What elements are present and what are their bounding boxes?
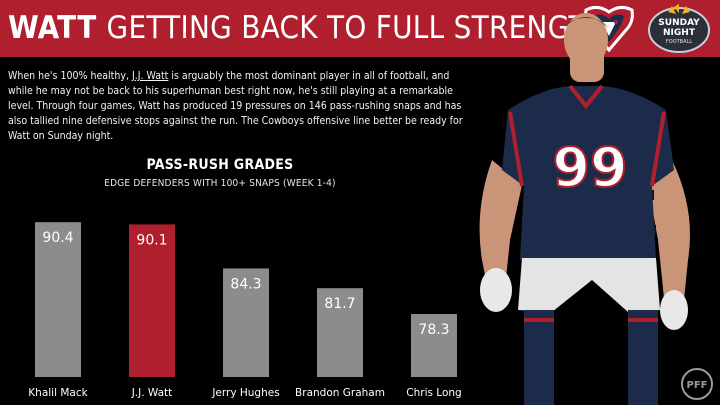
player-link[interactable]: J.J. Watt [131, 70, 169, 82]
bar-plot: 90.4 Khalil Mack 90.1 J.J. Watt 84.3 Jerry Hu… [28, 222, 462, 399]
pff-logo-icon: PFF [681, 368, 713, 400]
snf-text-3: FOOTBALL [666, 39, 692, 45]
bar-jerry-hughes [223, 268, 269, 377]
title-name: WATT [8, 10, 97, 46]
pff-text: PFF [687, 380, 708, 391]
sunday-night-football-logo-icon: SUNDAY NIGHT FOOTBALL [648, 4, 710, 53]
player-photo: 99 [479, 13, 690, 405]
intro-text-start: When he's 100% healthy, [8, 70, 132, 82]
bar-khalil-mack [35, 222, 81, 377]
jersey-number: 99 [552, 136, 627, 199]
bar-j-j-watt [129, 224, 175, 377]
intro-text-end: is arguably the most dominant player in … [8, 70, 463, 142]
category-label: Jerry Hughes [211, 387, 279, 399]
bar-brandon-graham [317, 288, 363, 377]
bar-value-label: 81.7 [324, 296, 355, 312]
category-label: Chris Long [406, 387, 461, 399]
snf-text-2: NIGHT [663, 28, 696, 38]
page-title: WATT GETTING BACK TO FULL STRENGTH [8, 6, 607, 50]
title-rest: GETTING BACK TO FULL STRENGTH [106, 10, 608, 46]
bar-value-label: 90.1 [136, 232, 167, 248]
bar-chris-long [411, 313, 457, 377]
intro-paragraph: When he's 100% healthy, J.J. Watt is arg… [8, 69, 470, 144]
chart-subtitle: EDGE DEFENDERS WITH 100+ SNAPS (WEEK 1-4… [104, 178, 336, 189]
bar-value-label: 78.3 [418, 322, 449, 338]
bar-value-label: 90.4 [42, 230, 73, 246]
chart-title: PASS-RUSH GRADES [146, 157, 294, 173]
pass-rush-chart: PASS-RUSH GRADES EDGE DEFENDERS WITH 100… [0, 150, 470, 405]
category-label: Brandon Graham [295, 387, 385, 399]
category-label: J.J. Watt [131, 387, 173, 399]
snf-text-1: SUNDAY [658, 18, 700, 28]
bar-value-label: 84.3 [230, 276, 261, 292]
category-label: Khalil Mack [28, 387, 88, 399]
